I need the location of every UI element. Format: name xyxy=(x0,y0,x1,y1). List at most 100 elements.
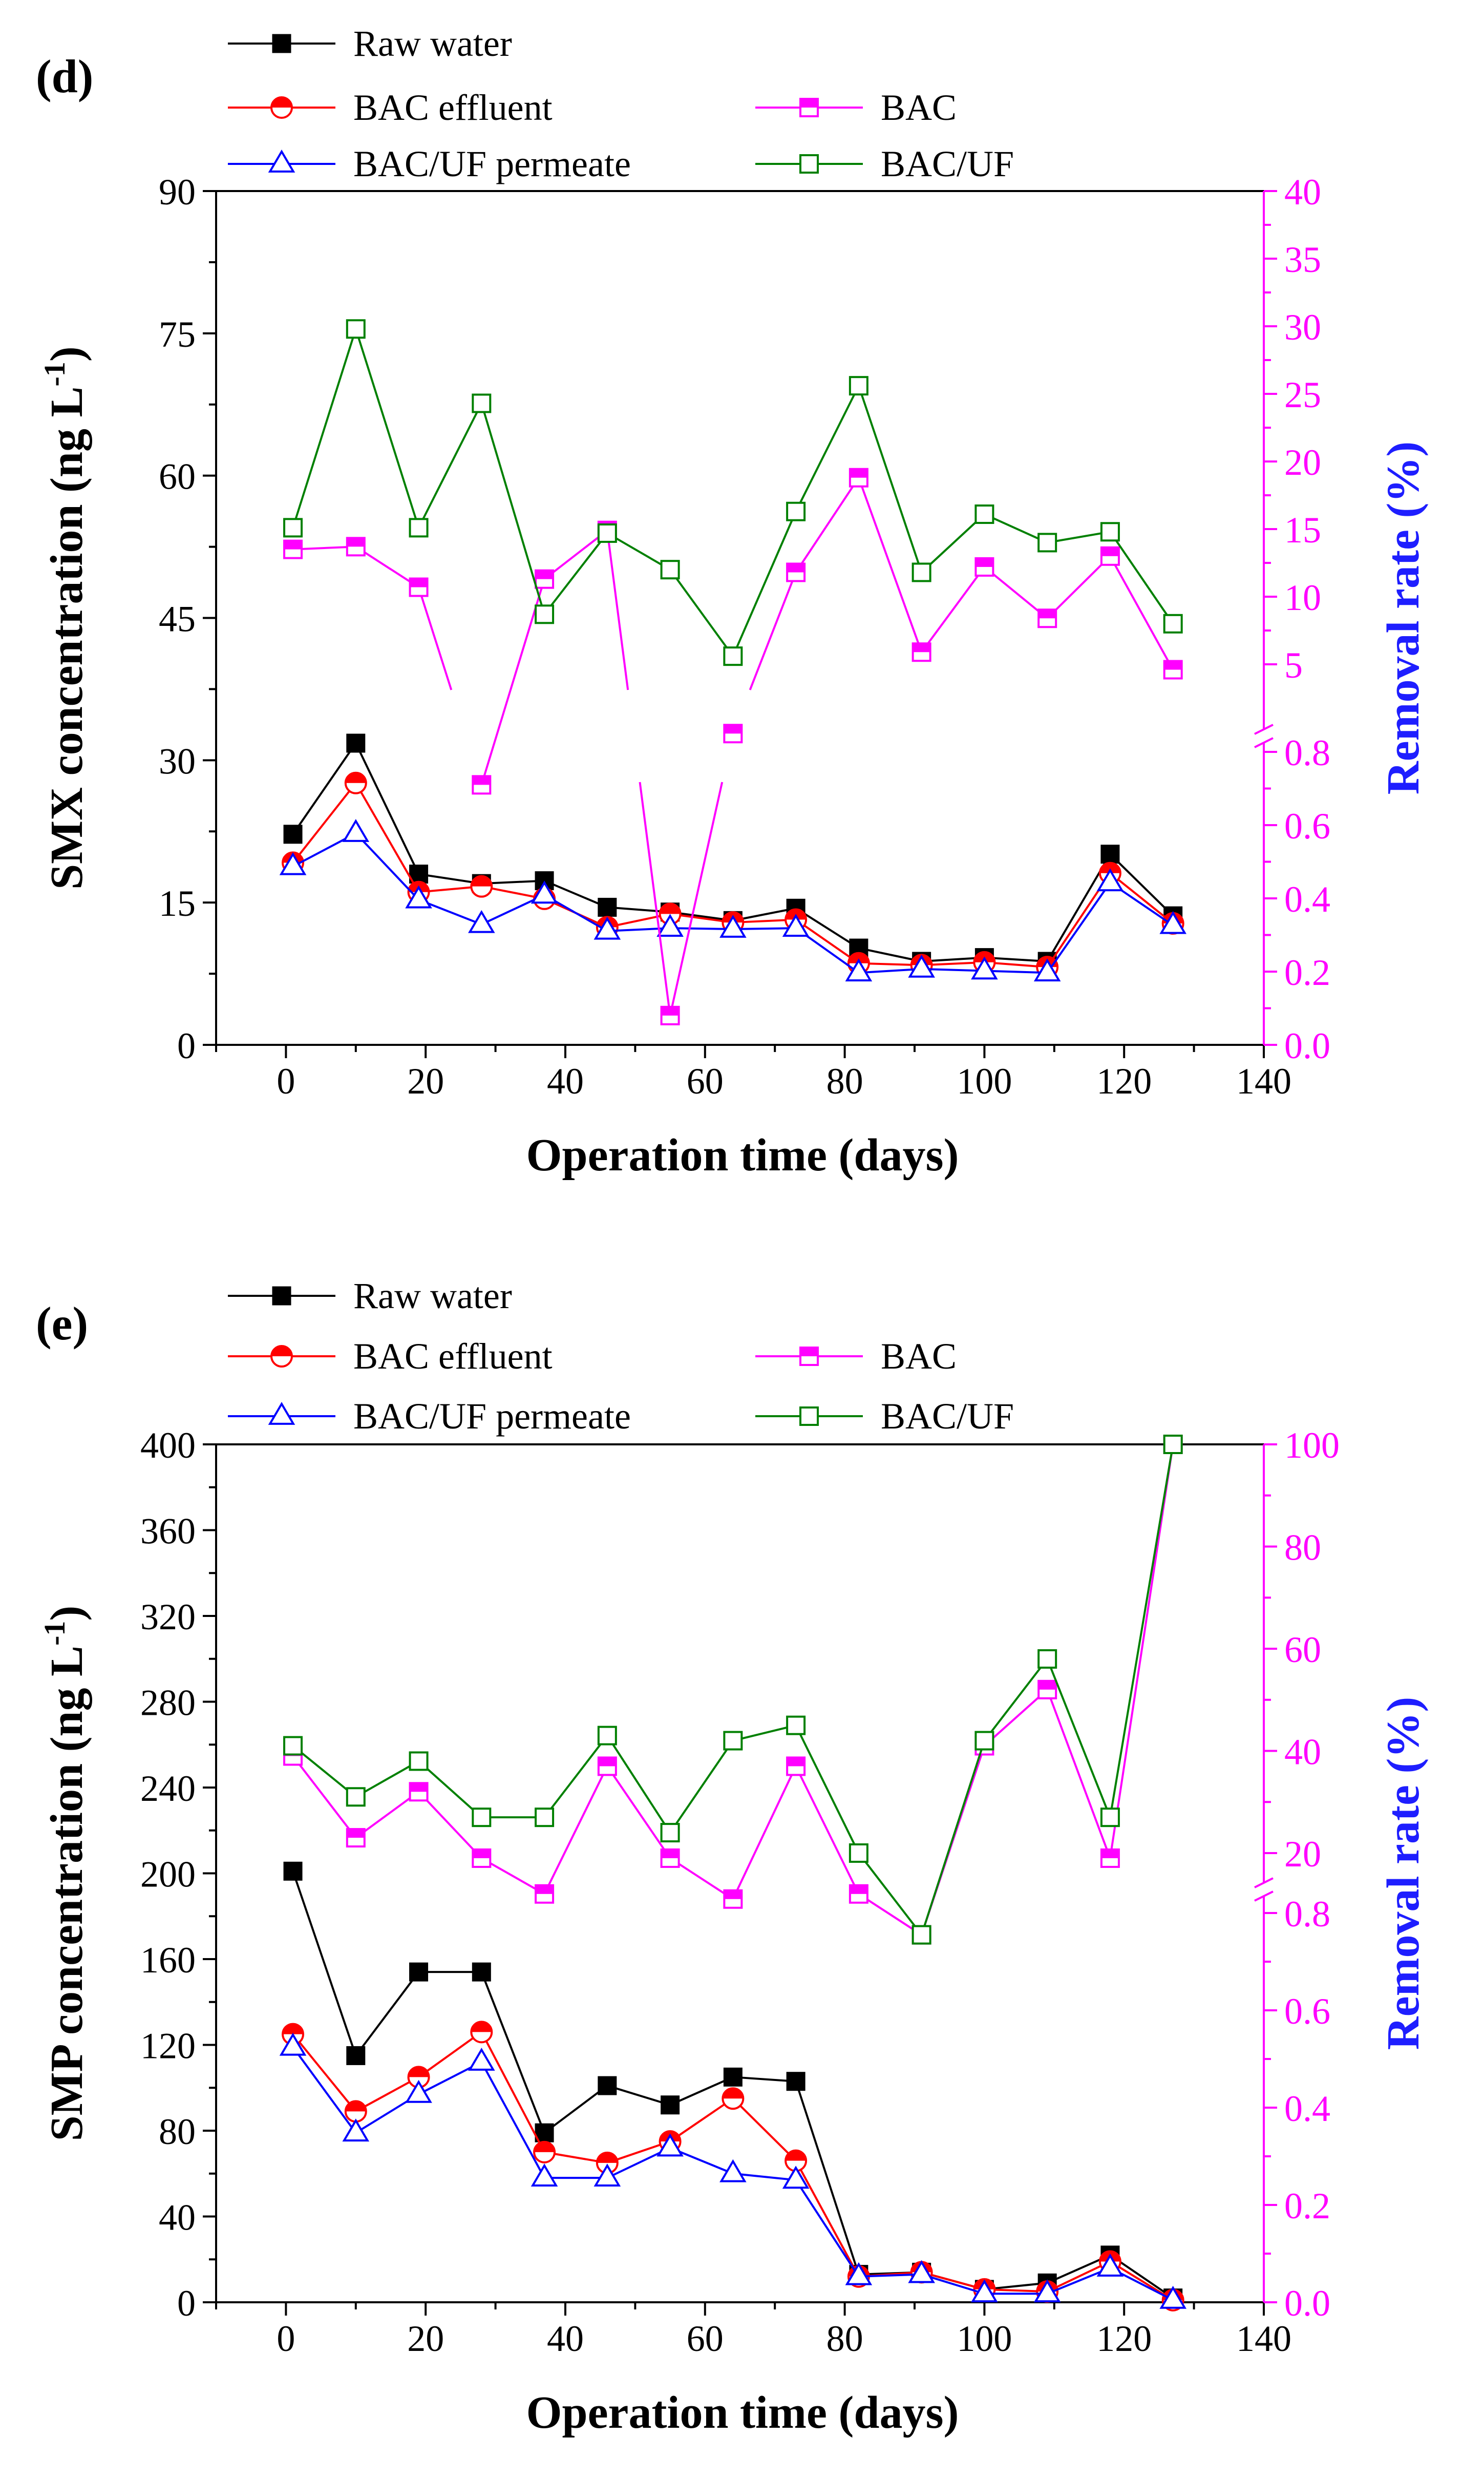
series-line-segment xyxy=(983,1658,1048,1741)
data-point xyxy=(974,557,994,577)
data-point xyxy=(342,2118,370,2142)
y-tick-label: 75 xyxy=(159,314,196,355)
data-point-fill xyxy=(787,563,805,573)
data-point xyxy=(346,319,366,339)
y-axis-title: SMX concentration (ng L-1) xyxy=(38,346,92,890)
series-line-segment xyxy=(292,2046,357,2134)
series-line-segment xyxy=(921,513,985,573)
data-point-fill xyxy=(283,2024,304,2034)
data-point xyxy=(472,1808,492,1827)
x-tick-label: 60 xyxy=(687,2318,724,2359)
series-line-segment xyxy=(669,782,724,1016)
data-point-fill xyxy=(471,2022,492,2032)
data-point xyxy=(786,501,806,521)
series-line-segment xyxy=(418,2031,482,2078)
panel-e-axes: 0 20 40 60 80 100 120 140 0 40 80 120 160 200 240 280 32… xyxy=(38,1425,1429,2438)
data-point xyxy=(283,1861,303,1881)
series-line-segment xyxy=(1109,853,1174,917)
y-tick-label: 80 xyxy=(159,2111,196,2152)
data-point-fill xyxy=(1038,610,1056,619)
data-point xyxy=(1163,660,1183,680)
series-line-segment xyxy=(417,403,483,529)
y-right-tick-label: 0.4 xyxy=(1284,879,1330,920)
series-line-segment xyxy=(795,385,860,512)
y-tick-label: 160 xyxy=(140,1940,196,1981)
series-line-segment xyxy=(749,572,797,690)
series-bac-uf-permeate xyxy=(279,2032,1186,2309)
legend-label: BAC/UF permeate xyxy=(353,143,631,184)
data-point-fill xyxy=(408,2067,429,2077)
legend-label: BAC/UF xyxy=(881,1396,1014,1437)
data-point xyxy=(908,2260,935,2283)
series-line-segment xyxy=(795,2179,860,2277)
data-point xyxy=(974,504,994,524)
y-right-tick-label: 80 xyxy=(1284,1527,1321,1568)
y-right-tick-label: 15 xyxy=(1284,510,1321,551)
data-point xyxy=(849,1843,868,1863)
series-line-segment xyxy=(795,477,860,573)
legend-marker xyxy=(268,150,295,173)
data-point xyxy=(1100,546,1120,566)
series-line-segment xyxy=(733,2076,796,2083)
data-point xyxy=(598,897,617,917)
legend-marker-fill xyxy=(800,1348,818,1356)
series-line-segment xyxy=(1046,882,1111,974)
x-tick-label: 80 xyxy=(826,1061,863,1102)
data-point-fill xyxy=(345,2101,366,2112)
legend-item-raw-water: Raw water xyxy=(228,23,512,64)
legend-label: Raw water xyxy=(353,23,512,64)
series-line-segment xyxy=(606,532,671,571)
series-line-segment xyxy=(292,1745,357,1798)
series-line-segment xyxy=(355,1760,419,1798)
series-line-segment xyxy=(1046,1689,1111,1859)
data-point-fill xyxy=(1099,863,1120,873)
legend-marker xyxy=(272,1286,291,1306)
series-line-segment xyxy=(921,2273,985,2295)
y-right-tick-label: 20 xyxy=(1284,1834,1321,1875)
legend-marker xyxy=(272,34,291,53)
series-line-segment xyxy=(984,1689,1048,1747)
y-right-tick-label: 40 xyxy=(1284,1732,1321,1773)
data-point xyxy=(845,2262,873,2285)
axis-break-mark xyxy=(1254,737,1274,748)
data-point xyxy=(279,852,307,875)
data-point xyxy=(971,2279,998,2303)
data-point-fill xyxy=(473,1849,491,1858)
legend-item-bac-effluent: BAC effluent xyxy=(228,87,553,128)
axis-break-mark xyxy=(1254,1890,1274,1902)
series-line-segment xyxy=(795,1725,860,1854)
legend-marker xyxy=(270,1345,293,1368)
series-line-segment xyxy=(354,743,420,875)
series-bac xyxy=(283,468,1183,1025)
legend-marker-fill xyxy=(800,99,818,108)
y-right-tick-label: 0.8 xyxy=(1284,732,1330,773)
data-point xyxy=(911,642,931,662)
data-point xyxy=(405,885,432,909)
legend-item-bac-uf-permeate: BAC/UF permeate xyxy=(228,1396,631,1437)
y-right-tick-label: 35 xyxy=(1284,239,1321,280)
data-point-fill xyxy=(661,1006,679,1016)
y-right-tick-label: 10 xyxy=(1284,577,1321,618)
series-line-segment xyxy=(292,545,356,551)
data-point xyxy=(468,2048,495,2071)
data-point xyxy=(849,1884,868,1904)
legend-label: BAC/UF xyxy=(881,143,1014,184)
y-right-tick-label: 0.2 xyxy=(1284,2185,1330,2226)
series-line-segment xyxy=(669,569,734,657)
y-tick-label: 320 xyxy=(140,1596,196,1637)
legend-item-bac-uf: BAC/UF xyxy=(755,1396,1014,1437)
series-line-segment xyxy=(733,927,796,931)
data-point-fill xyxy=(661,1849,679,1858)
series-line-segment xyxy=(795,2081,860,2275)
data-point xyxy=(719,915,747,938)
data-point-fill xyxy=(723,2088,744,2099)
series-line-segment xyxy=(1047,2260,1111,2293)
y-right-tick-label: 40 xyxy=(1284,172,1321,213)
series-line-segment xyxy=(481,1857,545,1895)
data-point xyxy=(908,954,935,978)
data-point xyxy=(472,1848,492,1868)
series-line-segment xyxy=(1046,555,1111,619)
data-point xyxy=(1037,533,1057,553)
x-tick-label: 120 xyxy=(1096,1061,1152,1102)
series-line-segment xyxy=(795,918,860,964)
